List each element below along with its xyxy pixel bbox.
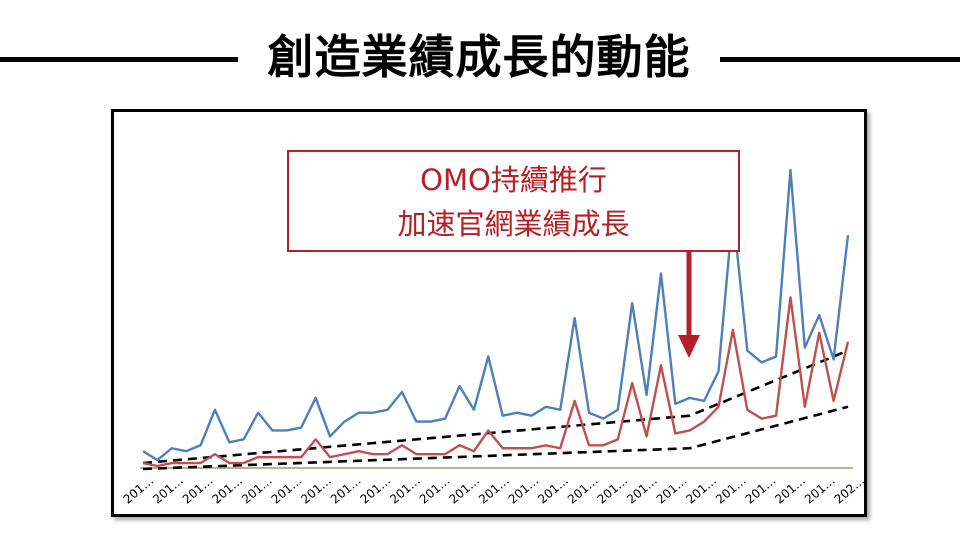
page-title: 創造業績成長的動能 — [267, 30, 691, 84]
trendline-2 — [142, 405, 849, 471]
x-tick-label: 201… — [446, 473, 482, 506]
x-tick-label: 201… — [269, 473, 305, 506]
annotation-line-1: OMO持續推行 — [420, 163, 607, 197]
x-tick-label: 201… — [298, 473, 334, 506]
series-line-2 — [142, 296, 850, 468]
x-tick-label: 201… — [683, 473, 719, 506]
title-rule-right — [720, 57, 960, 62]
x-tick-label: 201… — [121, 473, 157, 506]
x-tick-label: 201… — [535, 473, 571, 506]
trendline-1 — [142, 349, 849, 465]
x-tick-label: 201… — [565, 473, 601, 506]
x-tick-label: 201… — [476, 473, 512, 506]
annotation-line-2: 加速官網業績成長 — [397, 207, 630, 241]
x-tick-label: 202… — [832, 473, 868, 506]
x-tick-label: 201… — [150, 473, 186, 506]
annotation-arrow-head — [678, 335, 700, 358]
x-tick-label: 201… — [802, 473, 838, 506]
annotation-box: OMO持續推行 加速官網業績成長 — [287, 150, 740, 252]
x-tick-label: 201… — [654, 473, 690, 506]
x-tick-label: 201… — [743, 473, 779, 506]
x-tick-label: 201… — [506, 473, 542, 506]
x-tick-label: 201… — [328, 473, 364, 506]
x-tick-label: 201… — [624, 473, 660, 506]
x-tick-label: 201… — [713, 473, 749, 506]
x-tick-label: 201… — [772, 473, 808, 506]
x-tick-label: 201… — [209, 473, 245, 506]
x-tick-label: 201… — [417, 473, 453, 506]
x-tick-label: 201… — [239, 473, 275, 506]
x-tick-label: 201… — [180, 473, 216, 506]
x-tick-label: 201… — [358, 473, 394, 506]
x-tick-label: 201… — [387, 473, 423, 506]
x-tick-label: 201… — [595, 473, 631, 506]
title-rule-left — [0, 57, 238, 62]
